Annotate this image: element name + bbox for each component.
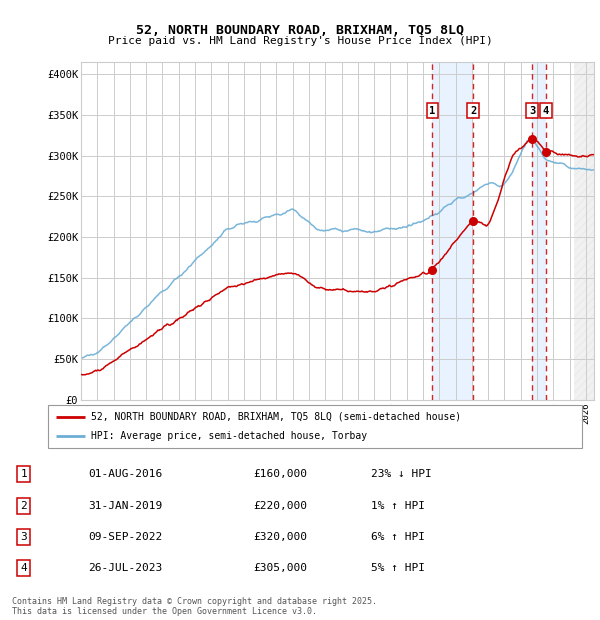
Text: HPI: Average price, semi-detached house, Torbay: HPI: Average price, semi-detached house,… bbox=[91, 432, 367, 441]
Text: 1: 1 bbox=[430, 106, 436, 116]
Text: £305,000: £305,000 bbox=[253, 564, 307, 574]
Text: 01-AUG-2016: 01-AUG-2016 bbox=[88, 469, 163, 479]
Text: £160,000: £160,000 bbox=[253, 469, 307, 479]
Text: 4: 4 bbox=[543, 106, 549, 116]
Text: 1: 1 bbox=[20, 469, 27, 479]
Text: £220,000: £220,000 bbox=[253, 500, 307, 511]
Text: £320,000: £320,000 bbox=[253, 532, 307, 542]
Text: 52, NORTH BOUNDARY ROAD, BRIXHAM, TQ5 8LQ: 52, NORTH BOUNDARY ROAD, BRIXHAM, TQ5 8L… bbox=[136, 24, 464, 37]
Text: 6% ↑ HPI: 6% ↑ HPI bbox=[371, 532, 425, 542]
Bar bbox=[433, 62, 473, 400]
Text: 2: 2 bbox=[20, 500, 27, 511]
Text: 09-SEP-2022: 09-SEP-2022 bbox=[88, 532, 163, 542]
Text: Price paid vs. HM Land Registry's House Price Index (HPI): Price paid vs. HM Land Registry's House … bbox=[107, 36, 493, 46]
Text: 1% ↑ HPI: 1% ↑ HPI bbox=[371, 500, 425, 511]
Text: 2: 2 bbox=[470, 106, 476, 116]
Text: 3: 3 bbox=[20, 532, 27, 542]
Text: 3: 3 bbox=[529, 106, 535, 116]
Text: 31-JAN-2019: 31-JAN-2019 bbox=[88, 500, 163, 511]
Bar bbox=[532, 62, 546, 400]
FancyBboxPatch shape bbox=[48, 405, 582, 448]
Text: 4: 4 bbox=[20, 564, 27, 574]
Text: 26-JUL-2023: 26-JUL-2023 bbox=[88, 564, 163, 574]
Text: 5% ↑ HPI: 5% ↑ HPI bbox=[371, 564, 425, 574]
Text: 23% ↓ HPI: 23% ↓ HPI bbox=[371, 469, 431, 479]
Bar bbox=[574, 62, 594, 400]
Text: Contains HM Land Registry data © Crown copyright and database right 2025.
This d: Contains HM Land Registry data © Crown c… bbox=[12, 596, 377, 616]
Text: 52, NORTH BOUNDARY ROAD, BRIXHAM, TQ5 8LQ (semi-detached house): 52, NORTH BOUNDARY ROAD, BRIXHAM, TQ5 8L… bbox=[91, 412, 461, 422]
